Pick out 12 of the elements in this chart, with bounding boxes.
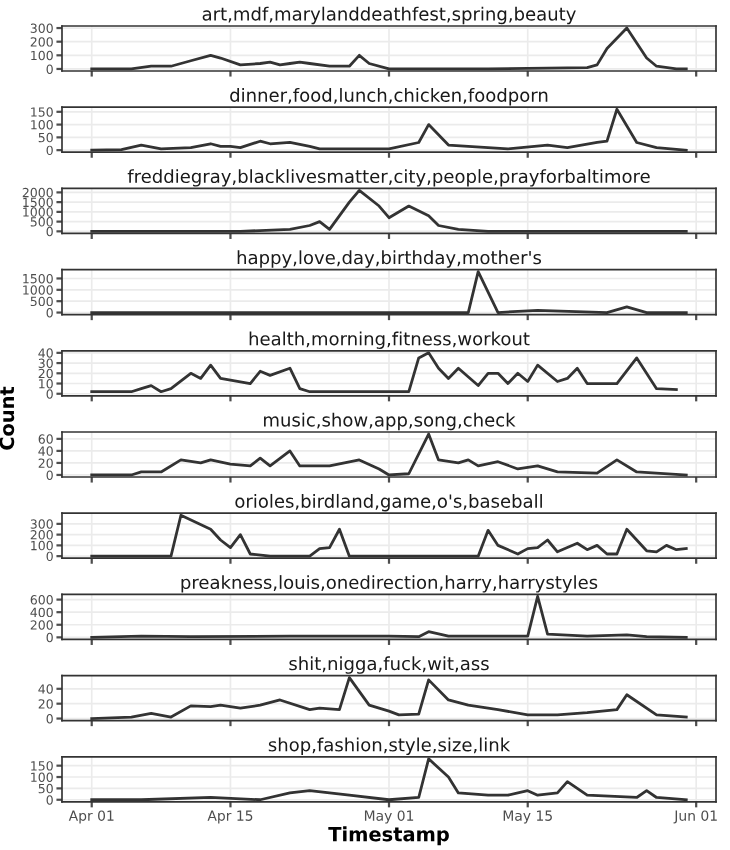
chart-title: shop,fashion,style,size,link (268, 737, 511, 755)
chart-title: shit,nigga,fuck,wit,ass (289, 656, 489, 674)
chart-title: happy,love,day,birthday,mother's (237, 250, 542, 268)
chart-title: dinner,food,lunch,chicken,foodporn (230, 87, 548, 106)
y-axis-title: Count (0, 386, 15, 450)
chart-title: preakness,louis,onedirection,harry,harrystyles (181, 575, 598, 593)
chart-title: health,morning,fitness,workout (249, 331, 530, 349)
chart-title: music,show,app,song,check (264, 412, 516, 431)
chart-title: orioles,birdland,game,o's,baseball (235, 493, 542, 512)
x-axis-title: Timestamp (328, 826, 449, 846)
chart-title: freddiegray,blacklivesmatter,city,people,prayforbaltimore (127, 169, 650, 187)
chart-title: art,mdf,marylanddeathfest,spring,beauty (202, 6, 576, 25)
